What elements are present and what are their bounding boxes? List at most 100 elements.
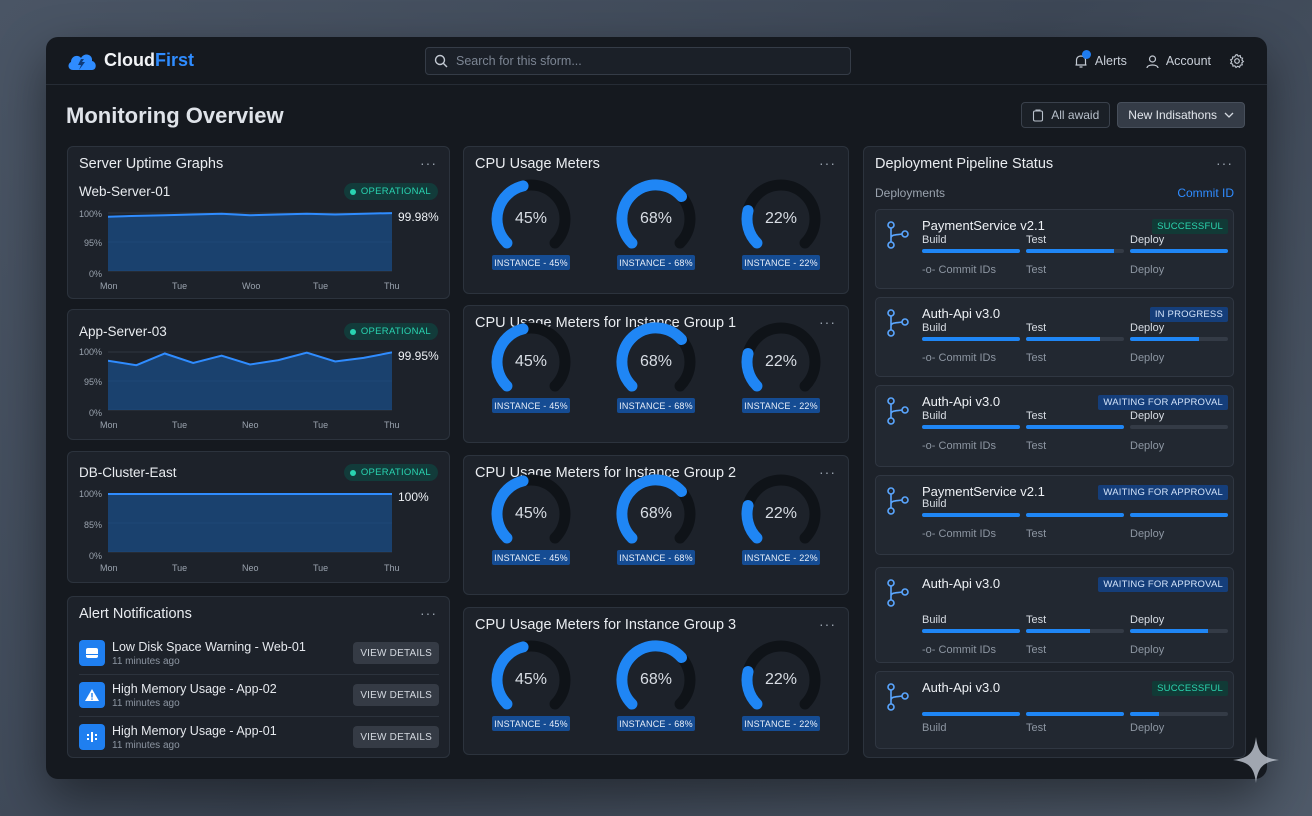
gauge-arc bbox=[616, 179, 696, 249]
notification-dot bbox=[1081, 50, 1091, 59]
alert-item[interactable]: High Memory Usage - App-02 11 minutes ago… bbox=[79, 676, 439, 714]
cpu-gauge: 68% INSTANCE - 68% bbox=[606, 320, 706, 420]
commit-ids-label[interactable]: -o- Commit IDs bbox=[922, 528, 996, 540]
commit-icon: -o- bbox=[922, 528, 936, 540]
gauge-fill bbox=[491, 641, 529, 710]
alert-item[interactable]: High Memory Usage - App-01 11 minutes ago… bbox=[79, 718, 439, 756]
deployment-status-badge: WAITING FOR APPROVAL bbox=[1098, 395, 1228, 410]
search-icon bbox=[434, 54, 448, 68]
deployment-item[interactable]: PaymentService v2.1 WAITING FOR APPROVAL… bbox=[875, 475, 1234, 555]
clipboard-icon bbox=[1033, 108, 1044, 122]
uptime-title: Server Uptime Graphs bbox=[79, 156, 224, 172]
cpu-gauge: 45% INSTANCE - 45% bbox=[481, 177, 581, 277]
commit-ids-label[interactable]: -o- Commit IDs bbox=[922, 440, 996, 452]
uptime-card-2: App-Server-03 OPERATIONAL 99.95% 100% 95… bbox=[67, 309, 450, 440]
instance-badge: INSTANCE - 22% bbox=[742, 716, 820, 731]
more-menu-icon[interactable]: ··· bbox=[420, 155, 437, 171]
more-menu-icon[interactable]: ··· bbox=[819, 314, 836, 330]
uptime-area bbox=[108, 213, 392, 271]
instance-badge: INSTANCE - 68% bbox=[617, 716, 695, 731]
stage-progress-bar bbox=[1130, 629, 1228, 633]
status-badge: OPERATIONAL bbox=[343, 464, 438, 481]
commit-ids-label[interactable]: -o- Commit IDs bbox=[922, 352, 996, 364]
instance-badge: INSTANCE - 68% bbox=[617, 550, 695, 565]
view-details-button[interactable]: VIEW DETAILS bbox=[353, 684, 439, 706]
gauge-value: 68% bbox=[639, 210, 673, 227]
memory-icon bbox=[79, 724, 105, 750]
stage-sub-label: Test bbox=[1026, 722, 1047, 734]
instance-badge: INSTANCE - 22% bbox=[742, 550, 820, 565]
all-awaid-button[interactable]: All awaid bbox=[1021, 102, 1111, 128]
view-details-button[interactable]: VIEW DETAILS bbox=[353, 642, 439, 664]
x-label: Tue bbox=[172, 281, 188, 291]
new-dropdown[interactable]: New Indisathons bbox=[1117, 102, 1245, 128]
gauge-value: 45% bbox=[514, 505, 548, 522]
more-menu-icon[interactable]: ··· bbox=[819, 464, 836, 480]
stage-progress-bar bbox=[922, 513, 1020, 517]
uptime-card-1: Server Uptime Graphs ··· Web-Server-01 O… bbox=[67, 146, 450, 299]
settings-button[interactable] bbox=[1229, 53, 1245, 69]
instance-badge: INSTANCE - 45% bbox=[492, 550, 570, 565]
deployment-item[interactable]: Auth-Api v3.0 IN PROGRESS Build Test Deploy… bbox=[875, 297, 1234, 377]
instance-badge: INSTANCE - 22% bbox=[742, 398, 820, 413]
cpu-gauge: 22% INSTANCE - 22% bbox=[731, 177, 831, 277]
deployment-item[interactable]: Auth-Api v3.0 SUCCESSFUL Build Test Deploy bbox=[875, 671, 1234, 749]
y-label: 100% bbox=[78, 209, 102, 219]
instance-badge: INSTANCE - 68% bbox=[617, 255, 695, 270]
uptime-value: 100% bbox=[398, 490, 429, 504]
alert-title: Low Disk Space Warning - Web-01 bbox=[112, 639, 306, 654]
status-badge: OPERATIONAL bbox=[343, 323, 438, 340]
gauge-fill bbox=[491, 323, 529, 392]
stage-progress-bar bbox=[1026, 425, 1124, 429]
cpu-meters-card: CPU Usage Meters ··· 45% INSTANCE - 45% 68… bbox=[463, 146, 849, 294]
x-label: Woo bbox=[242, 281, 261, 291]
deployment-name: Auth-Api v3.0 bbox=[922, 394, 1001, 409]
stage-sub-label: Test bbox=[1026, 264, 1047, 276]
view-details-button[interactable]: VIEW DETAILS bbox=[353, 726, 439, 748]
x-label: Tue bbox=[313, 420, 329, 430]
stage-sub-label: Deploy bbox=[1130, 440, 1165, 452]
alerts-button[interactable]: Alerts bbox=[1073, 50, 1127, 69]
gauge-arc bbox=[491, 322, 571, 392]
instance-badge: INSTANCE - 45% bbox=[492, 716, 570, 731]
x-label: Thu bbox=[384, 281, 400, 291]
cpu-gauge: 22% INSTANCE - 22% bbox=[731, 638, 831, 738]
new-dropdown-label: New Indisathons bbox=[1128, 108, 1217, 122]
stage-progress-bar bbox=[1130, 513, 1228, 517]
commit-id-link[interactable]: Commit ID bbox=[1177, 186, 1234, 200]
uptime-card-3: DB-Cluster-East OPERATIONAL 100% 100% 85… bbox=[67, 451, 450, 583]
more-menu-icon[interactable]: ··· bbox=[1216, 155, 1233, 171]
account-button[interactable]: Account bbox=[1145, 54, 1211, 69]
cpu-gauge: 68% INSTANCE - 68% bbox=[606, 638, 706, 738]
uptime-chart bbox=[108, 493, 392, 553]
commit-icon: -o- bbox=[922, 644, 936, 656]
stage-progress-bar bbox=[922, 629, 1020, 633]
search-input[interactable]: Search for this sform... bbox=[425, 47, 851, 75]
stage-sub-label: Deploy bbox=[1130, 528, 1165, 540]
deployment-item[interactable]: Auth-Api v3.0 WAITING FOR APPROVAL Build T… bbox=[875, 567, 1234, 663]
brand-logo[interactable]: CloudFirst bbox=[66, 50, 194, 72]
brand-name-1: Cloud bbox=[104, 50, 155, 70]
deployment-status-badge: SUCCESSFUL bbox=[1152, 681, 1228, 696]
stage-label: Build bbox=[922, 322, 947, 334]
cpu-gauge: 45% INSTANCE - 45% bbox=[481, 638, 581, 738]
branch-icon bbox=[887, 309, 909, 337]
gauge-fill bbox=[741, 500, 763, 544]
more-menu-icon[interactable]: ··· bbox=[420, 605, 437, 621]
commit-ids-label[interactable]: -o- Commit IDs bbox=[922, 264, 996, 276]
commit-ids-label[interactable]: -o- Commit IDs bbox=[922, 644, 996, 656]
deployment-item[interactable]: Auth-Api v3.0 WAITING FOR APPROVAL Build T… bbox=[875, 385, 1234, 467]
server-name: Web-Server-01 bbox=[79, 184, 171, 199]
stage-label: Test bbox=[1026, 234, 1047, 246]
deployment-item[interactable]: PaymentService v2.1 SUCCESSFUL Build Test D… bbox=[875, 209, 1234, 289]
gauge-fill bbox=[616, 474, 687, 544]
gauge-value: 68% bbox=[639, 353, 673, 370]
divider bbox=[79, 674, 439, 675]
alert-item[interactable]: Low Disk Space Warning - Web-01 11 minute… bbox=[79, 634, 439, 672]
more-menu-icon[interactable]: ··· bbox=[819, 155, 836, 171]
instance-badge: INSTANCE - 68% bbox=[617, 398, 695, 413]
deployment-status-badge: IN PROGRESS bbox=[1149, 307, 1228, 322]
x-label: Tue bbox=[313, 563, 329, 573]
more-menu-icon[interactable]: ··· bbox=[819, 616, 836, 632]
gauge-arc bbox=[616, 322, 696, 392]
